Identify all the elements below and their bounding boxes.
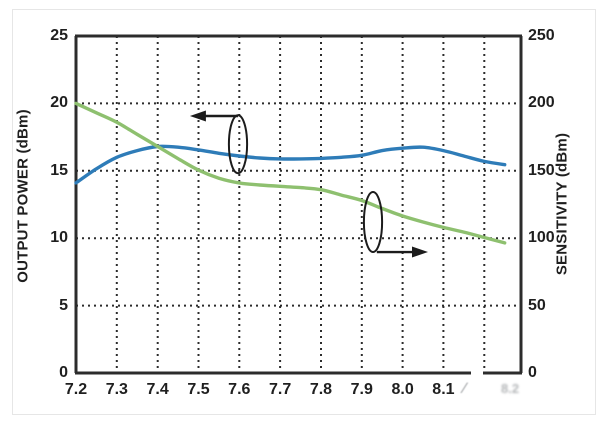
x-tick-7.2: 7.2 [64,381,88,398]
x-tick-7.4: 7.4 [146,381,169,398]
x-tick-7.6: 7.6 [228,381,251,398]
right-axis-indicator-arrow-head [411,246,428,258]
left-axis-indicator-arrow-head [189,110,206,122]
y-right-tick-200: 200 [528,94,555,112]
y-left-tick-20: 20 [50,94,68,112]
y-right-tick-0: 0 [528,364,537,381]
y-left-tick-0: 0 [59,364,68,381]
x-tick-8.0: 8.0 [391,381,414,398]
right-axis-indicator-ellipse [362,191,384,253]
x-tick-7.8: 7.8 [309,381,333,398]
y-left-axis-title: OUTPUT POWER (dBm) [14,109,32,283]
x-tick-7.7: 7.7 [269,381,292,398]
y-right-axis-title: SENSITIVITY (dBm) [553,132,571,276]
series-output-power [74,144,507,185]
x-tick-7.3: 7.3 [105,381,128,398]
left-axis-indicator-ellipse [227,114,249,175]
y-right-tick-150: 150 [528,161,555,179]
y-right-tick-250: 250 [528,27,555,44]
x-tick-7.9: 7.9 [350,381,373,398]
y-left-tick-10: 10 [50,229,68,247]
y-right-tick-50: 50 [528,296,546,314]
y-left-tick-5: 5 [59,296,68,314]
x-tick-8.1: 8.1 [432,381,455,398]
y-right-tick-100: 100 [528,229,555,247]
x-tick-7.5: 7.5 [187,381,210,398]
y-left-tick-15: 15 [50,161,68,179]
y-left-tick-25: 25 [50,27,68,44]
series-sensitivity [74,101,507,245]
